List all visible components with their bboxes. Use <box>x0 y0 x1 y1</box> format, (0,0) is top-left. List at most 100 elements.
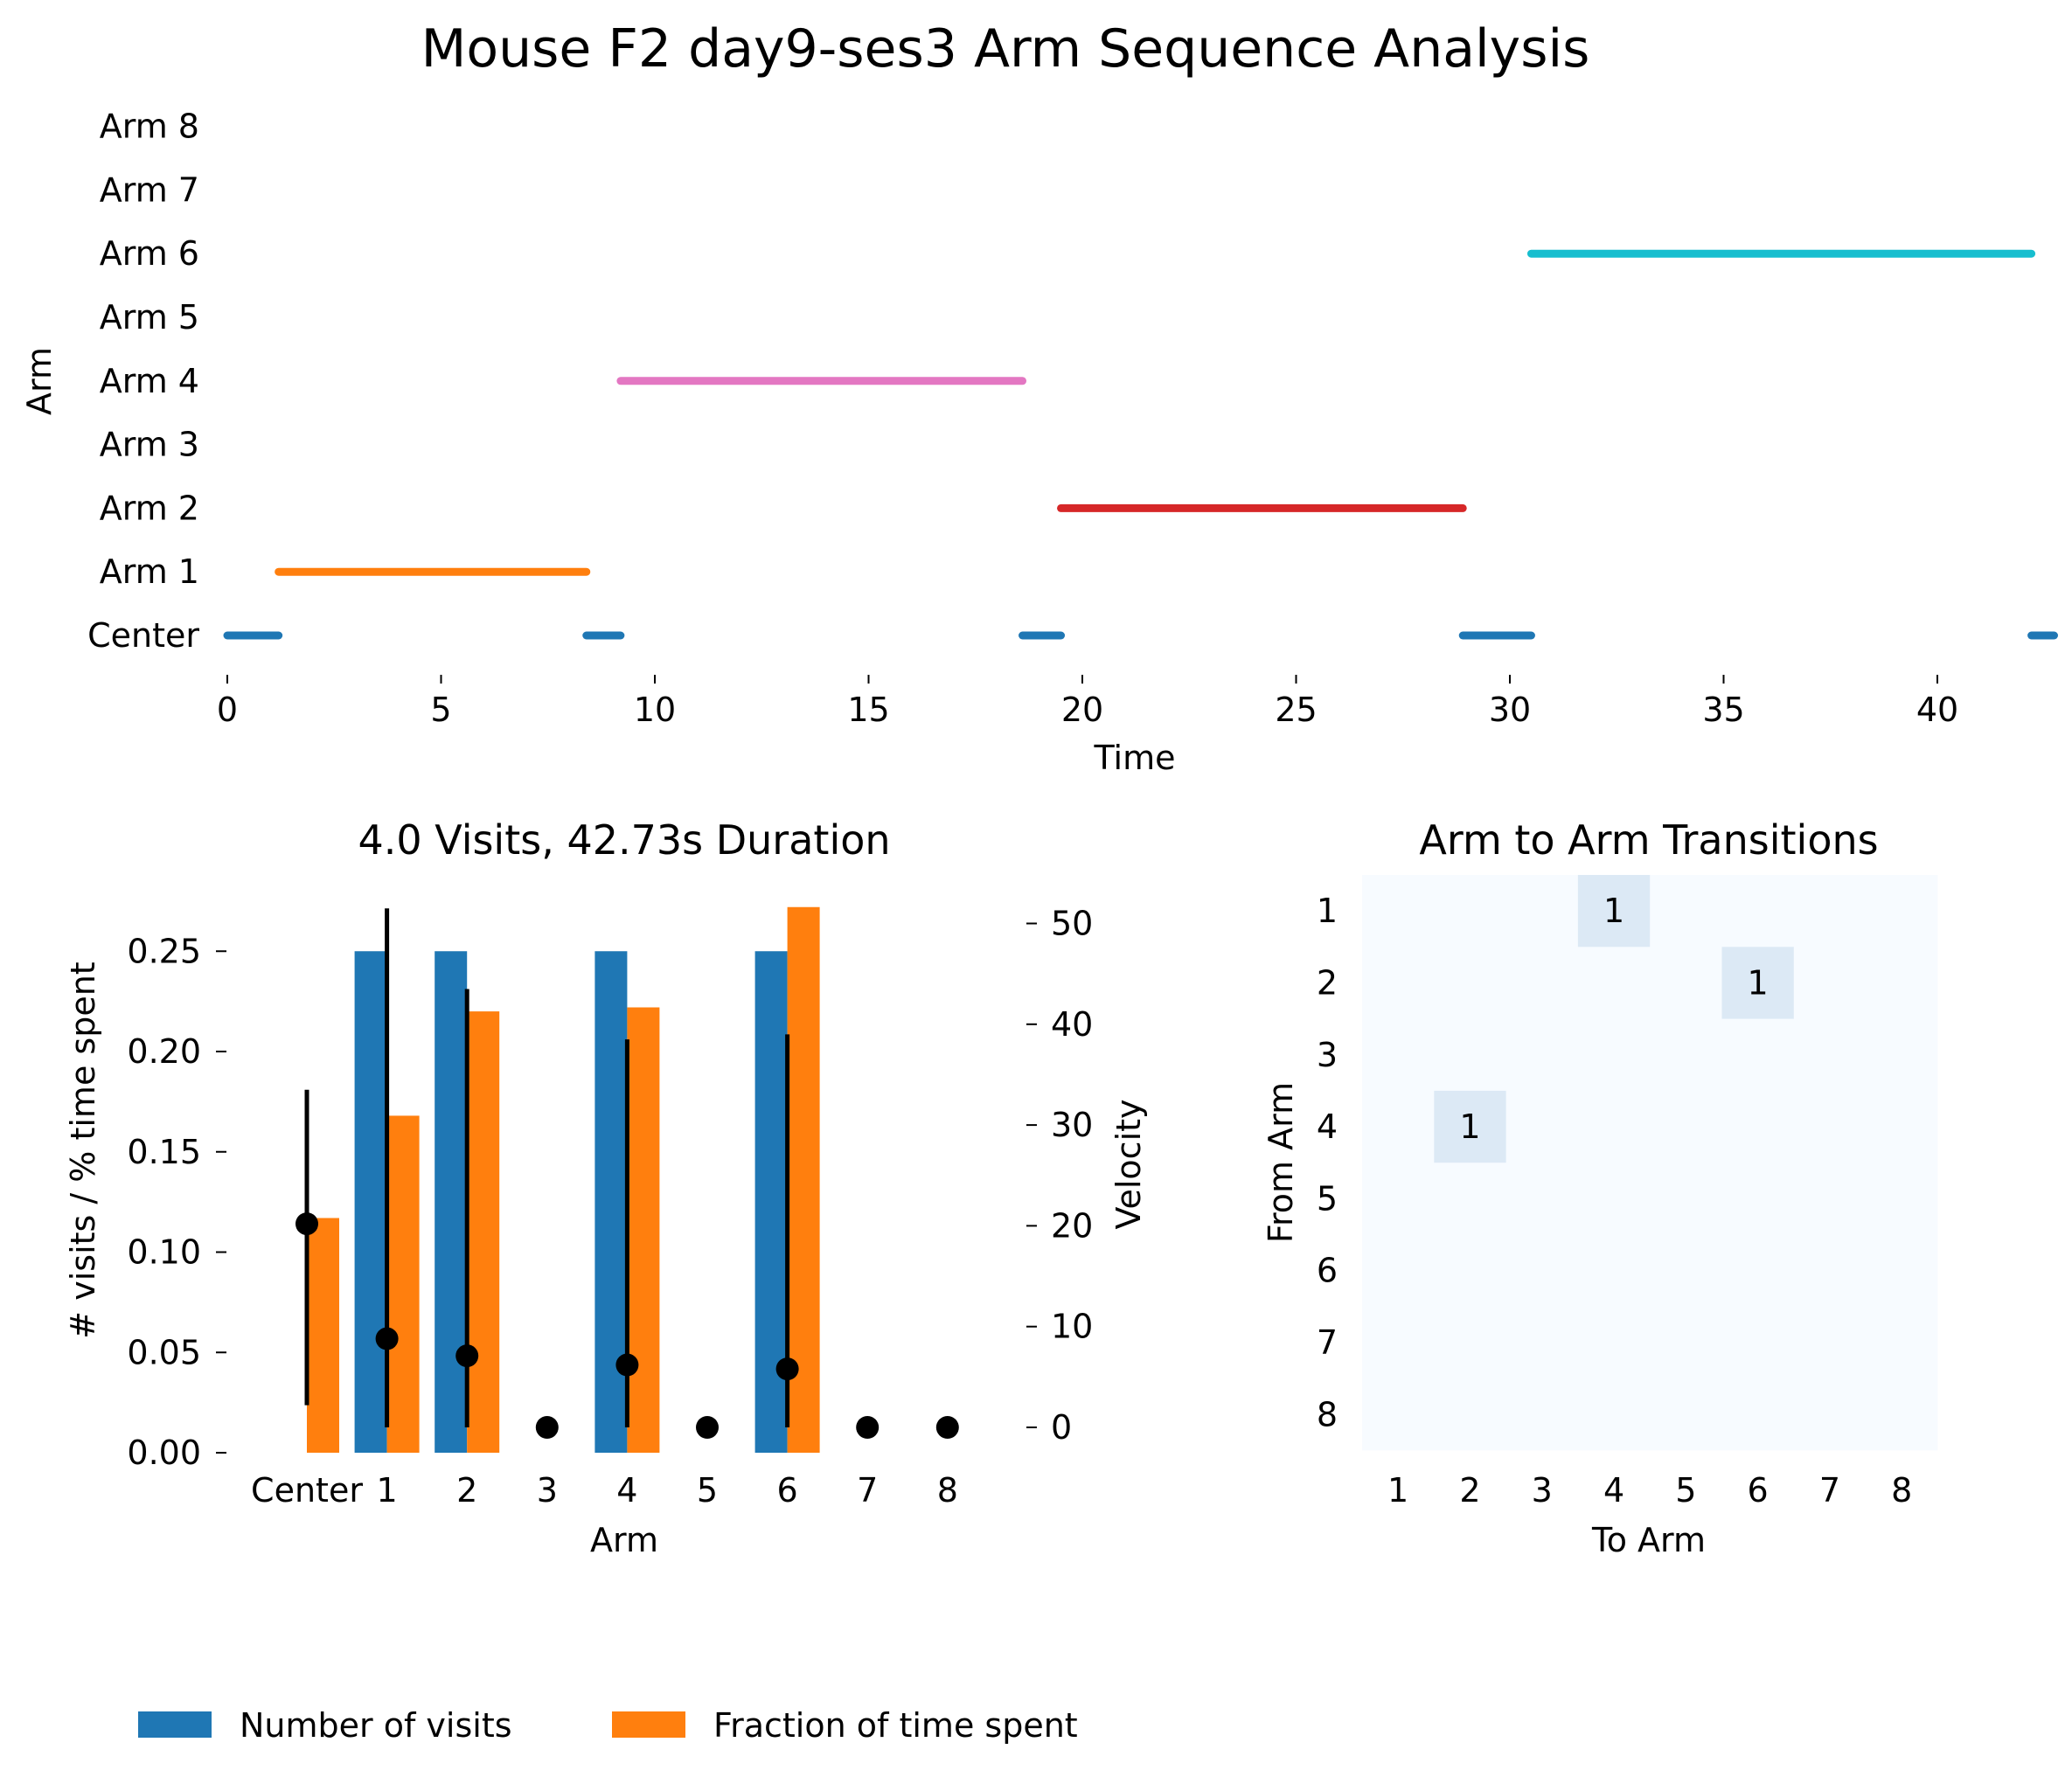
velocity-point <box>296 1212 318 1236</box>
bar-chart-velocity-tick-label: 0 <box>1051 1408 1072 1447</box>
heatmap-cell-label: 1 <box>1603 892 1624 930</box>
heatmap-xlabel: To Arm <box>1591 1521 1706 1559</box>
bar-chart-y-tick-label: 0.25 <box>127 932 201 970</box>
bar-chart-x-tick-label: 5 <box>697 1471 718 1510</box>
bar-chart-x-tick-label: 3 <box>537 1471 558 1510</box>
timeline-row-labels: Center Arm 1 Arm 2 Arm 3 Arm 4 Arm 5 Arm 6 Arm … <box>87 108 199 655</box>
bar-chart-ylabel: # visits / % time spent <box>64 961 102 1338</box>
bar-chart-y-tick-label: 0.15 <box>127 1133 201 1171</box>
heatmap-ticks: 1 2 3 4 5 6 7 8 1 2 3 4 5 6 7 8 <box>1317 892 1913 1510</box>
bar-chart-velocity-tick-label: 30 <box>1051 1106 1093 1144</box>
figure-title: Mouse F2 day9-ses3 Arm Sequence Analysis <box>421 18 1590 80</box>
heatmap-x-tick-label: 5 <box>1675 1471 1696 1510</box>
heatmap-x-tick-label: 1 <box>1387 1471 1408 1510</box>
velocity-point <box>856 1416 880 1439</box>
bar-chart-y-tick-label: 0.10 <box>127 1233 201 1272</box>
timeline-x-tick-label: 20 <box>1061 691 1103 729</box>
legend-swatch-time <box>612 1711 685 1738</box>
heatmap-ylabel: From Arm <box>1262 1082 1300 1243</box>
timeline-x-tick-label: 30 <box>1489 691 1531 729</box>
bar-chart-y-tick-label: 0.20 <box>127 1032 201 1071</box>
heatmap-x-tick-label: 4 <box>1603 1471 1624 1510</box>
heatmap-cells: 1 1 1 <box>1362 875 1938 1451</box>
heatmap-x-tick-label: 6 <box>1748 1471 1769 1510</box>
heatmap-title: Arm to Arm Transitions <box>1419 816 1878 864</box>
transition-heatmap: Arm to Arm Transitions From Arm To Arm 1… <box>1262 816 1938 1559</box>
timeline-row-label: Arm 5 <box>100 298 199 337</box>
timeline-row-label: Arm 6 <box>100 234 199 273</box>
heatmap-x-tick-label: 3 <box>1532 1471 1553 1510</box>
heatmap-y-tick-label: 1 <box>1317 892 1338 930</box>
heatmap-y-tick-label: 6 <box>1317 1252 1338 1290</box>
timeline-row-label: Center <box>87 616 199 655</box>
bar-chart-x-tick-label: 6 <box>777 1471 798 1510</box>
heatmap-cell-label: 1 <box>1748 963 1769 1002</box>
timeline-ylabel: Arm <box>20 347 59 415</box>
bar-chart-velocity-tick-label: 10 <box>1051 1308 1093 1346</box>
velocity-point <box>615 1353 639 1377</box>
bar-chart-velocity-ticks: 0 10 20 30 40 50 <box>1026 905 1093 1447</box>
velocity-point <box>535 1416 559 1439</box>
velocity-point <box>455 1344 479 1368</box>
visits-bar <box>594 951 628 1453</box>
legend-label-time: Fraction of time spent <box>713 1706 1078 1745</box>
time-spent-bar <box>627 1007 660 1453</box>
bar-chart-x-tick-label: 2 <box>456 1471 477 1510</box>
bar-chart-x-tick-label: Center <box>251 1471 363 1510</box>
heatmap-x-tick-label: 7 <box>1819 1471 1840 1510</box>
timeline-row-label: Arm 3 <box>100 426 199 464</box>
heatmap-y-tick-label: 2 <box>1317 963 1338 1002</box>
bar-chart-x-tick-label: 1 <box>377 1471 398 1510</box>
heatmap-cell <box>1721 947 1794 1019</box>
visits-bar <box>354 951 387 1453</box>
arm-bar-chart: 4.0 Visits, 42.73s Duration # visits / %… <box>64 816 1148 1559</box>
timeline-x-tick-label: 10 <box>634 691 676 729</box>
bar-chart-x-ticks: Center 1 2 3 4 5 6 7 8 <box>251 1471 958 1510</box>
visits-bar <box>435 951 468 1453</box>
timeline-chart: Arm Time Center Arm 1 Arm 2 Arm 3 Arm 4 Arm 5… <box>20 108 2058 777</box>
heatmap-y-tick-label: 3 <box>1317 1036 1338 1074</box>
legend-label-visits: Number of visits <box>240 1706 512 1745</box>
heatmap-x-tick-label: 2 <box>1459 1471 1480 1510</box>
heatmap-cell-label: 1 <box>1459 1107 1480 1146</box>
velocity-point <box>935 1416 959 1439</box>
timeline-x-tick-label: 0 <box>217 691 238 729</box>
legend: Number of visits Fraction of time spent <box>138 1706 1078 1745</box>
heatmap-y-tick-label: 4 <box>1317 1107 1338 1146</box>
timeline-x-tick-label: 15 <box>847 691 889 729</box>
timeline-row-label: Arm 1 <box>100 552 199 591</box>
timeline-x-tick-label: 25 <box>1275 691 1317 729</box>
heatmap-y-tick-label: 8 <box>1317 1395 1338 1433</box>
bar-chart-bars <box>307 906 820 1453</box>
heatmap-cell <box>1434 1090 1506 1163</box>
timeline-row-label: Arm 2 <box>100 489 199 527</box>
timeline-row-label: Arm 8 <box>100 108 199 146</box>
timeline-x-tick-label: 5 <box>430 691 451 729</box>
heatmap-cell <box>1577 875 1651 948</box>
velocity-point <box>775 1357 799 1381</box>
bar-chart-x-tick-label: 7 <box>857 1471 878 1510</box>
legend-swatch-visits <box>138 1711 212 1738</box>
bar-chart-velocity-tick-label: 40 <box>1051 1005 1093 1044</box>
bar-chart-x-tick-label: 4 <box>616 1471 637 1510</box>
bar-chart-y-tick-label: 0.00 <box>127 1433 201 1472</box>
bar-chart-x-tick-label: 8 <box>937 1471 958 1510</box>
bar-chart-y-ticks: 0.00 0.05 0.10 0.15 0.20 0.25 <box>127 932 226 1472</box>
heatmap-y-tick-label: 5 <box>1317 1179 1338 1218</box>
bar-chart-title: 4.0 Visits, 42.73s Duration <box>358 816 890 864</box>
timeline-row-label: Arm 4 <box>100 362 199 400</box>
timeline-x-ticks: 0 5 10 15 20 25 30 35 40 <box>217 675 1958 729</box>
velocity-point <box>696 1416 719 1439</box>
bar-chart-y-tick-label: 0.05 <box>127 1333 201 1371</box>
bar-chart-velocity-markers <box>296 908 959 1439</box>
timeline-xlabel: Time <box>1094 739 1176 777</box>
timeline-segments <box>223 249 2058 640</box>
velocity-point <box>375 1327 399 1350</box>
timeline-row-label: Arm 7 <box>100 170 199 209</box>
time-spent-bar <box>307 1218 339 1453</box>
time-spent-bar <box>386 1115 420 1453</box>
bar-chart-velocity-tick-label: 20 <box>1051 1206 1093 1245</box>
heatmap-x-tick-label: 8 <box>1891 1471 1912 1510</box>
timeline-x-tick-label: 40 <box>1916 691 1958 729</box>
